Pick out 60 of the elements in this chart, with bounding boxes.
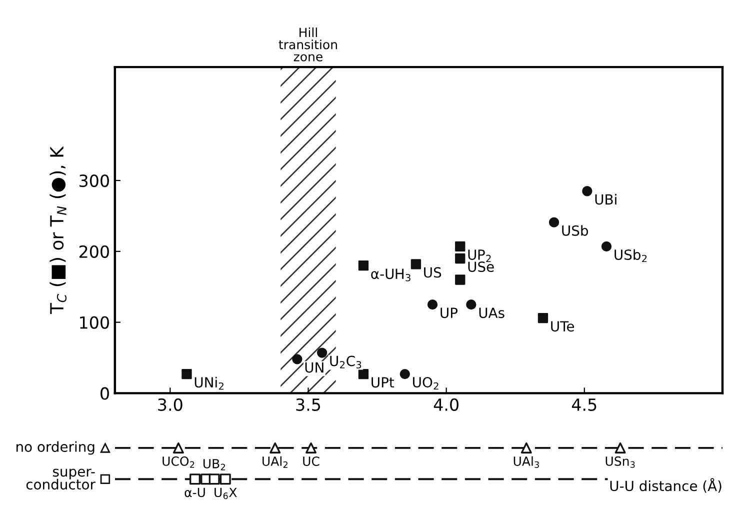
point [270, 442, 281, 454]
annotation: UAs [479, 308, 504, 318]
annotation: UBi [595, 194, 616, 205]
point [292, 354, 302, 364]
point [182, 368, 192, 380]
point [614, 442, 626, 454]
point [455, 274, 466, 285]
y-tick-label: 100 [80, 316, 109, 329]
annotation: α-U [184, 488, 205, 498]
point [582, 186, 592, 196]
x-tick-label: 4.5 [572, 398, 596, 411]
annotation: UB$_{2}$ [203, 459, 225, 470]
annotation: USb$_{2}$ [614, 249, 647, 262]
point [358, 368, 369, 380]
annotation: USn$_{3}$ [606, 456, 635, 468]
annotation: USe [468, 262, 494, 272]
point [455, 253, 466, 264]
point [455, 241, 466, 252]
y-tick-label: no ordering [16, 441, 94, 455]
point [306, 442, 316, 454]
point [358, 260, 369, 271]
x-tick-label: 3.0 [158, 398, 182, 411]
point [427, 299, 438, 310]
y-tick-label: 0 [100, 387, 109, 400]
x-tick-label: 3.5 [296, 398, 320, 411]
point [172, 442, 184, 454]
annotation: U$_{2}$C$_{3}$ [330, 356, 362, 368]
x-axis-title: U-U distance (Å) [610, 478, 722, 493]
y-tick-label: 200 [79, 245, 109, 258]
annotation: UO$_{2}$ [413, 376, 438, 390]
annotation: UC [303, 456, 320, 466]
annotation: UAl$_{3}$ [514, 456, 539, 468]
annotation: UTe [551, 321, 574, 332]
annotation: US [424, 267, 442, 278]
annotation: UP [440, 308, 458, 318]
annotation: USb [562, 225, 588, 236]
point [400, 368, 410, 380]
point [466, 299, 476, 310]
annotation: UCO$_{2}$ [162, 456, 194, 468]
point [538, 312, 548, 324]
annotation: UNi$_{2}$ [194, 376, 224, 390]
annotation: UPt [372, 377, 394, 388]
band-label: Hill transition zone [278, 28, 337, 62]
point [601, 241, 612, 252]
y-tick-label: super- conductor [26, 468, 96, 490]
point [410, 259, 422, 270]
annotation: UN [305, 362, 324, 373]
annotation: UAl$_{2}$ [262, 456, 288, 468]
annotation: UP$_{2}$ [468, 250, 491, 262]
annotation: U$_{6}$X [214, 488, 237, 500]
y-axis-title: T$_{C}$ (■) or T$_{N}$ (●), K [50, 146, 67, 314]
y-tick-label: 300 [80, 174, 109, 188]
x-tick-label: 4.0 [434, 398, 458, 411]
point [220, 474, 231, 485]
point [316, 348, 328, 358]
point [548, 217, 560, 228]
point [190, 474, 201, 485]
point [520, 442, 532, 454]
annotation: α-UH$_{3}$ [371, 268, 410, 282]
point [208, 474, 220, 485]
